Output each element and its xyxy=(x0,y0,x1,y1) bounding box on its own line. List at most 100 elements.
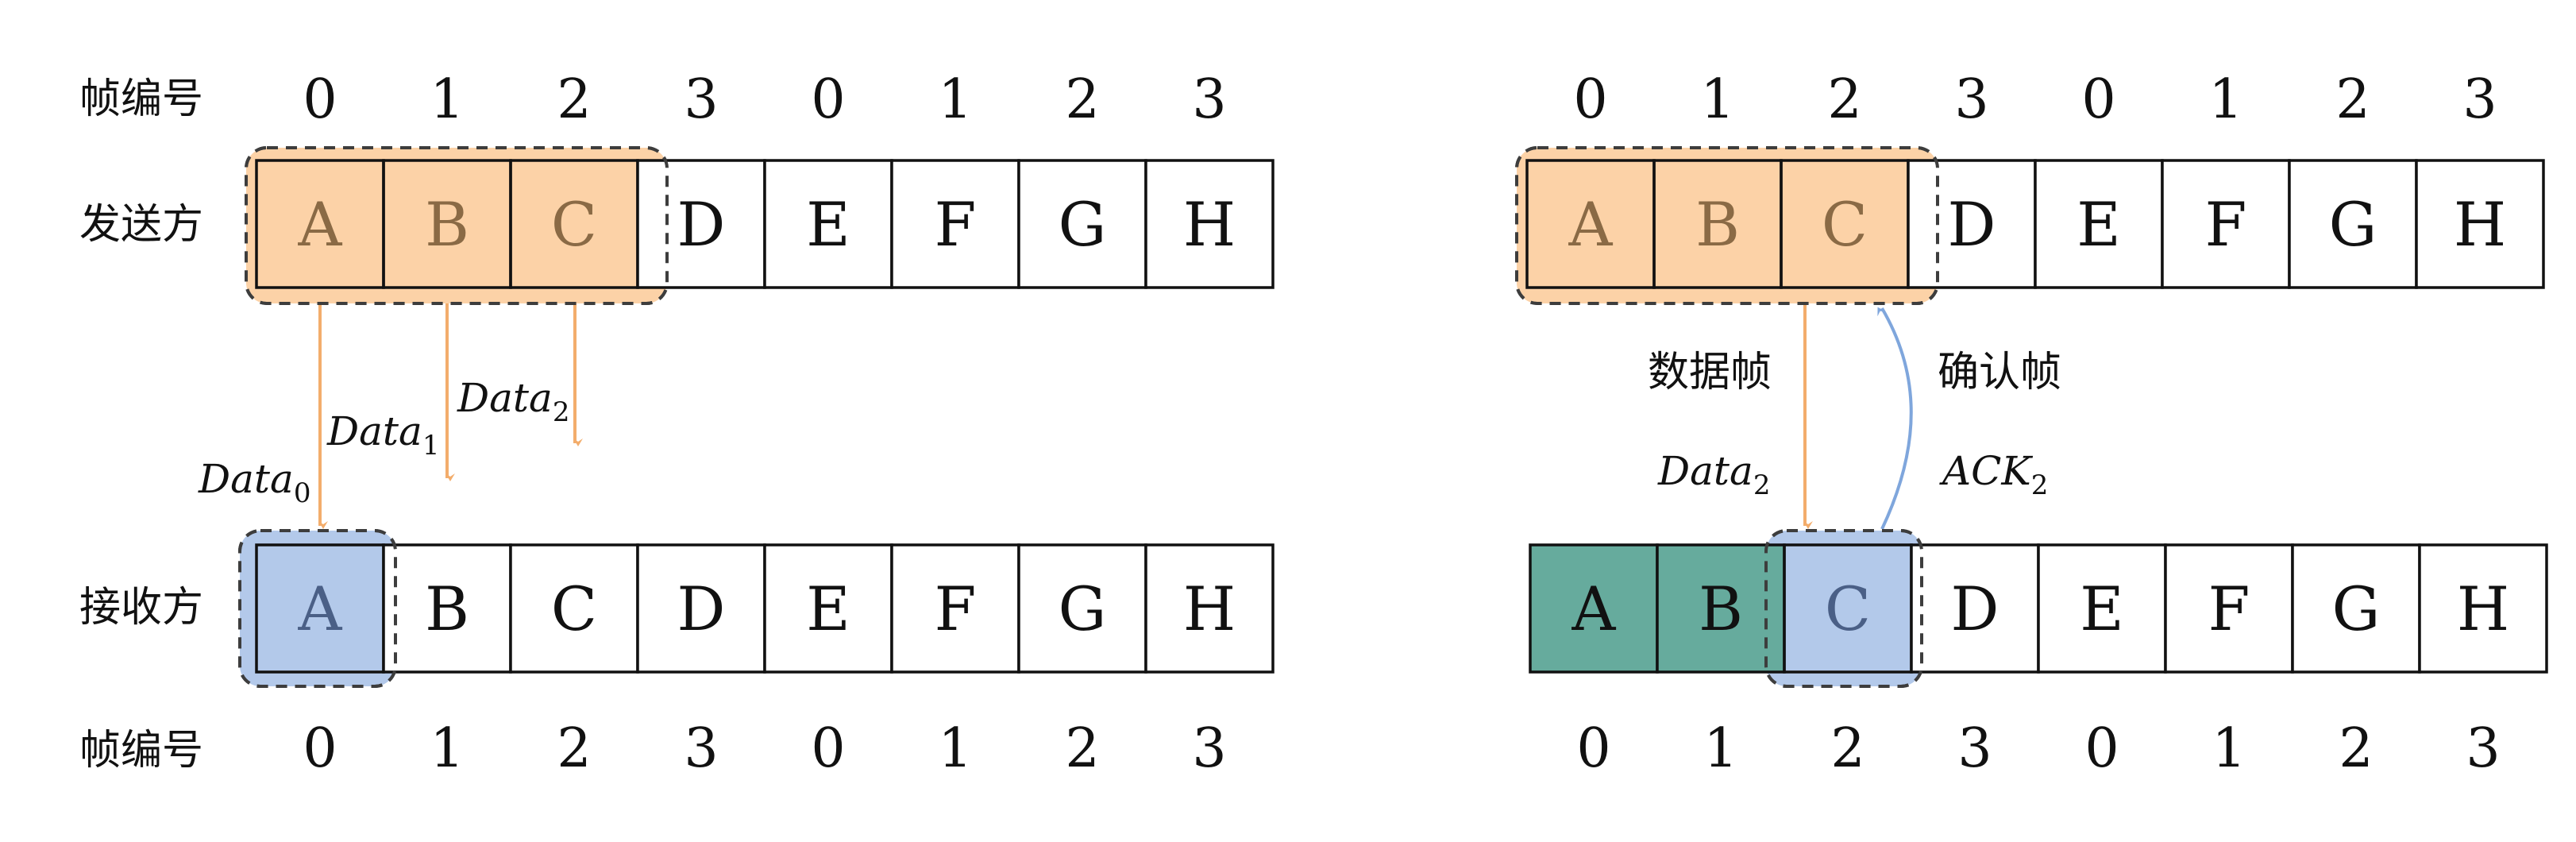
ack-frame-label: 确认帧 xyxy=(1938,349,2061,396)
data0-label: Data0 xyxy=(198,456,310,509)
right-sender-cell-5 xyxy=(2161,159,2291,289)
frame-number-row-bottom-right: 0 1 2 3 0 1 2 3 xyxy=(1576,717,2500,780)
left-sender-cell-label-3: D xyxy=(677,189,726,260)
left-frame-number-top-4: 0 xyxy=(811,68,845,131)
frame-number-row-top: 0 1 2 3 0 1 2 3 xyxy=(303,68,1226,131)
right-receiver-cell-label-6: G xyxy=(2332,574,2381,644)
left-sender-cell-label-2: C xyxy=(551,189,597,260)
left-frame-number-top-5: 1 xyxy=(938,68,972,131)
right-frame-number-top-7: 3 xyxy=(2462,68,2497,131)
right-frame-number-top-6: 2 xyxy=(2335,68,2370,131)
left-sender-cell-label-0: A xyxy=(298,189,343,260)
right-sender-cell-label-5: F xyxy=(2205,189,2247,260)
left-sender-cell-7 xyxy=(1144,159,1275,289)
right-frame-number-top-4: 0 xyxy=(2081,68,2115,131)
data2-label-right: Data2 xyxy=(1657,448,1770,501)
data1-label: Data1 xyxy=(326,408,439,462)
right-receiver-cell-6 xyxy=(2291,543,2421,674)
right-sender-cell-label-0: A xyxy=(1568,189,1614,260)
right-receiver-cell-label-5: F xyxy=(2208,574,2250,644)
ack-frame-arrow xyxy=(1877,307,1913,530)
data-frame-label: 数据帧 xyxy=(1648,349,1772,396)
left-frame-number-bottom-3: 3 xyxy=(684,717,718,780)
left-sender-cell-3 xyxy=(636,159,766,289)
data2-label: Data2 xyxy=(457,375,569,428)
right-frame-number-bottom-7: 3 xyxy=(2466,717,2500,780)
right-sender-cell-3 xyxy=(1907,159,2037,289)
frame-number-label-top: 帧编号 xyxy=(79,75,203,123)
left-sender-cell-5 xyxy=(890,159,1020,289)
right-frame-number-bottom-3: 3 xyxy=(1957,717,1992,780)
right-frame-number-bottom-5: 1 xyxy=(2212,717,2246,780)
receiver-frame-row: A B C D E F G H xyxy=(255,543,1275,674)
right-sender-cell-label-4: E xyxy=(2077,189,2120,260)
right-sender-cell-label-7: H xyxy=(2454,189,2506,260)
left-receiver-cell-5 xyxy=(890,543,1020,674)
left-receiver-cell-3 xyxy=(636,543,766,674)
left-panel: 帧编号 发送方 接收方 帧编号 0 1 2 3 0 1 2 3 A B C D E F G H A B C D E F… xyxy=(79,68,1275,780)
right-receiver-cell-label-7: H xyxy=(2457,574,2509,644)
left-receiver-cell-4 xyxy=(763,543,893,674)
right-frame-number-top-1: 1 xyxy=(1700,68,1734,131)
frame-number-row-top-right: 0 1 2 3 0 1 2 3 xyxy=(1573,68,2497,131)
right-frame-number-bottom-0: 0 xyxy=(1576,717,1610,780)
left-receiver-cell-label-0: A xyxy=(298,574,343,644)
left-frame-number-bottom-1: 1 xyxy=(430,717,464,780)
left-receiver-cell-7 xyxy=(1144,543,1275,674)
left-frame-number-bottom-7: 3 xyxy=(1192,717,1226,780)
left-frame-number-bottom-2: 2 xyxy=(557,717,591,780)
left-frame-number-top-1: 1 xyxy=(430,68,464,131)
left-receiver-cell-label-5: F xyxy=(935,574,977,644)
left-frame-number-top-2: 2 xyxy=(557,68,591,131)
right-frame-number-top-3: 3 xyxy=(1954,68,1988,131)
receiver-label: 接收方 xyxy=(79,584,203,632)
frame-number-label-bottom: 帧编号 xyxy=(79,727,203,774)
left-sender-cell-label-7: H xyxy=(1183,189,1236,260)
right-sender-cell-4 xyxy=(2034,159,2164,289)
right-frame-number-bottom-6: 2 xyxy=(2339,717,2373,780)
left-sender-cell-label-5: F xyxy=(935,189,977,260)
left-receiver-cell-6 xyxy=(1017,543,1147,674)
left-frame-number-top-3: 3 xyxy=(684,68,718,131)
right-sender-cell-label-1: B xyxy=(1695,189,1740,260)
left-receiver-cell-1 xyxy=(382,543,512,674)
left-frame-number-top-0: 0 xyxy=(303,68,337,131)
left-receiver-cell-label-7: H xyxy=(1183,574,1236,644)
sender-frame-row-right: A B C D E F G H xyxy=(1525,159,2545,289)
left-sender-cell-6 xyxy=(1017,159,1147,289)
right-receiver-cell-label-0: A xyxy=(1571,574,1617,644)
left-frame-number-bottom-0: 0 xyxy=(303,717,337,780)
right-receiver-cell-0 xyxy=(1529,543,1659,674)
left-receiver-cell-label-3: D xyxy=(677,574,726,644)
right-frame-number-top-2: 2 xyxy=(1827,68,1861,131)
left-receiver-cell-label-1: B xyxy=(425,574,469,644)
right-receiver-cell-label-2: C xyxy=(1825,574,1871,644)
left-sender-cell-label-1: B xyxy=(425,189,469,260)
left-receiver-cell-label-4: E xyxy=(806,574,850,644)
left-receiver-cell-label-2: C xyxy=(551,574,597,644)
right-receiver-cell-4 xyxy=(2037,543,2167,674)
ack2-label: ACK2 xyxy=(1939,448,2048,501)
left-frame-number-bottom-4: 0 xyxy=(811,717,845,780)
receiver-window-border-right xyxy=(1764,529,1923,688)
left-frame-number-top-7: 3 xyxy=(1192,68,1226,131)
left-frame-number-bottom-5: 1 xyxy=(938,717,972,780)
right-frame-number-top-5: 1 xyxy=(2208,68,2242,131)
left-receiver-cell-label-6: G xyxy=(1059,574,1107,644)
right-receiver-cell-5 xyxy=(2164,543,2294,674)
sender-window-border xyxy=(245,146,669,305)
right-sender-cell-label-6: G xyxy=(2329,189,2377,260)
frame-number-row-bottom: 0 1 2 3 0 1 2 3 xyxy=(303,717,1226,780)
sender-label: 发送方 xyxy=(79,201,203,249)
right-frame-number-bottom-4: 0 xyxy=(2084,717,2119,780)
right-receiver-cell-label-3: D xyxy=(1951,574,1999,644)
left-receiver-cell-2 xyxy=(509,543,639,674)
right-sender-cell-label-2: C xyxy=(1822,189,1868,260)
left-sender-cell-label-4: E xyxy=(806,189,850,260)
left-sender-cell-label-6: G xyxy=(1059,189,1107,260)
right-sender-cell-7 xyxy=(2415,159,2545,289)
receiver-window-border xyxy=(238,529,397,688)
